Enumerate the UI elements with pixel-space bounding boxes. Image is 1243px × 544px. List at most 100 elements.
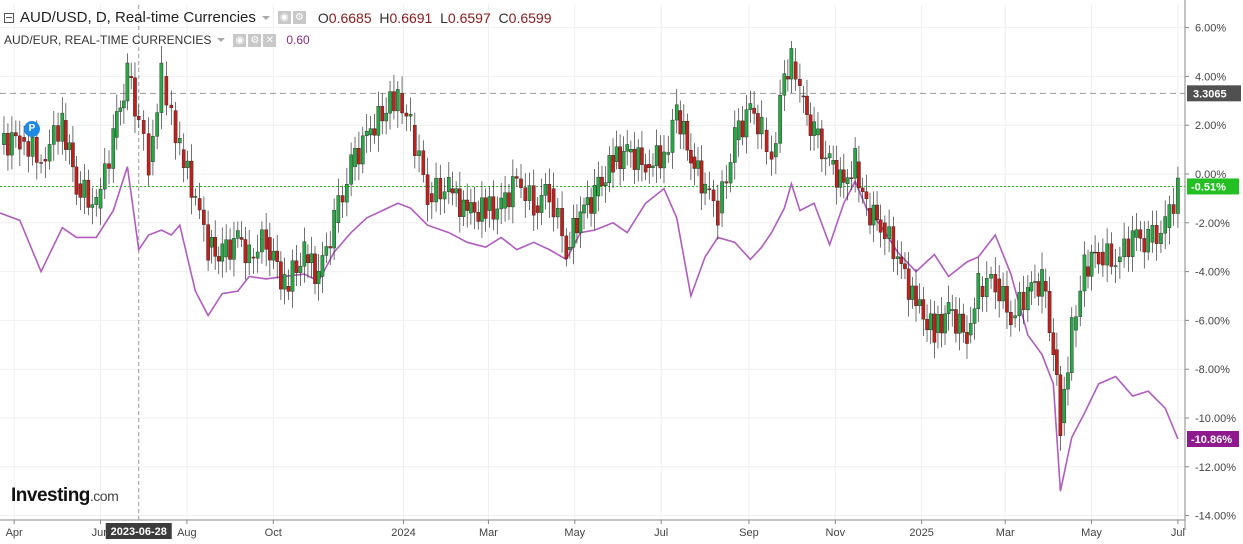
candle-body (903, 263, 907, 269)
x-tick-label: Jul (654, 527, 668, 539)
value-badge-box (1187, 430, 1239, 447)
candle-body (936, 314, 940, 333)
eye-icon[interactable]: ◉ (277, 11, 291, 24)
candle-body (450, 188, 455, 194)
candle-body (643, 164, 648, 173)
candle-body (914, 285, 918, 306)
candle-body (2, 133, 6, 145)
candle-body (133, 77, 137, 117)
y-tick-label: 4.00% (1195, 71, 1226, 83)
eye-icon[interactable]: ◉ (233, 33, 247, 47)
x-tick-label: Aug (177, 527, 197, 539)
candle-body (178, 137, 182, 144)
candle-body (316, 271, 321, 284)
candle-body (487, 196, 492, 211)
candle-body (816, 128, 820, 136)
candle-body (600, 176, 604, 187)
candle-body (202, 209, 206, 225)
candle-body (159, 62, 164, 113)
candle-body (22, 137, 26, 142)
candle-body (107, 163, 111, 169)
candle-body (503, 192, 507, 209)
chevron-down-icon[interactable] (217, 38, 226, 42)
candle-body (1001, 286, 1005, 302)
candle-body (980, 286, 985, 297)
candle-body (1163, 216, 1167, 234)
candle-body (454, 188, 458, 194)
candle-body (782, 73, 787, 96)
candle-body (961, 313, 966, 333)
candle-body (724, 181, 729, 184)
candle-body (793, 61, 798, 80)
candle-body (932, 313, 937, 343)
gear-icon[interactable]: ⚙ (248, 33, 262, 47)
candle-body (1043, 281, 1048, 292)
grid (0, 5, 1185, 520)
candle-body (871, 204, 876, 226)
gear-icon[interactable]: ⚙ (292, 11, 306, 24)
candle-body (1101, 251, 1105, 266)
close-icon[interactable]: ✕ (263, 33, 277, 47)
candle-body (527, 185, 532, 201)
open-value: 0.6685 (328, 9, 372, 26)
candle-body (1036, 281, 1041, 297)
event-marker[interactable]: P (24, 121, 40, 137)
chevron-down-icon[interactable] (261, 15, 270, 20)
candle-body (1078, 290, 1083, 317)
candle-body (878, 219, 883, 233)
candle-body (294, 260, 299, 273)
candle-body (1009, 312, 1013, 326)
candle-body (98, 188, 103, 209)
candle-body (193, 196, 198, 198)
candle-body (336, 195, 341, 224)
candle-body (939, 314, 944, 334)
candle-body (752, 107, 756, 114)
candle-body (957, 313, 962, 334)
candle-body (35, 137, 39, 163)
candle-body (972, 308, 977, 324)
candle-body (946, 302, 951, 314)
candle-body (364, 130, 369, 137)
y-tick-label: -2.00% (1195, 218, 1230, 230)
candle-body (328, 246, 333, 249)
candle-body (1082, 254, 1087, 292)
candle-body (151, 136, 155, 162)
candle-body (345, 183, 349, 203)
candle-body (243, 239, 248, 264)
candle-body (950, 309, 955, 311)
candle-body (185, 160, 190, 169)
candle-body (596, 176, 601, 197)
candle-body (421, 150, 426, 175)
candle-body (720, 181, 724, 214)
collapse-icon[interactable] (4, 12, 14, 23)
candle-body (703, 183, 707, 194)
candle-body (438, 177, 443, 200)
compare-value: 0.60 (286, 33, 310, 47)
candle-body (306, 254, 310, 264)
candle-body (495, 208, 500, 220)
candle-body (458, 188, 462, 217)
candle-body (483, 197, 488, 219)
main-legend: AUD/USD, D, Real-time Currencies ◉ ⚙ O0.… (4, 9, 551, 26)
candle-body (769, 151, 774, 160)
candle-body (1033, 281, 1037, 283)
candle-body (748, 103, 753, 110)
candle-body (812, 121, 816, 136)
candle-body (1176, 177, 1180, 214)
investing-logo[interactable]: Investing.com (11, 485, 119, 507)
candle-body (197, 198, 202, 211)
compare-title[interactable]: AUD/EUR, REAL-TIME CURRENCIES (4, 33, 212, 47)
candle-body (906, 268, 911, 300)
candle-body (801, 95, 806, 98)
candle-body (568, 247, 572, 250)
candle-body (820, 128, 824, 160)
symbol-title[interactable]: AUD/USD, D, Real-time Currencies (20, 9, 256, 26)
candle-body (774, 143, 778, 158)
candle-body (309, 253, 314, 264)
candle-body (78, 183, 83, 198)
y-tick-label: 6.00% (1195, 23, 1226, 35)
candle-body (864, 191, 869, 200)
candle-body (1021, 291, 1026, 311)
candle-body (43, 159, 48, 162)
